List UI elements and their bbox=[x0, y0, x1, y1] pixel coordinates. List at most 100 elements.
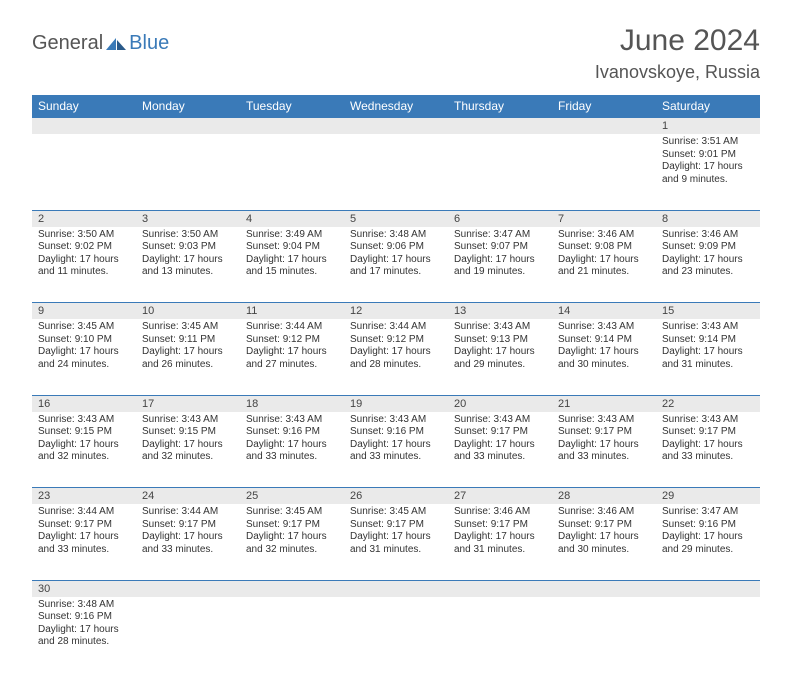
sunrise-text: Sunrise: 3:47 AM bbox=[662, 506, 754, 519]
daylight-text: Daylight: 17 hours and 15 minutes. bbox=[246, 254, 338, 279]
daylight-text: Daylight: 17 hours and 30 minutes. bbox=[558, 346, 650, 371]
day-number-cell: 30 bbox=[32, 580, 136, 597]
day-content-cell bbox=[136, 134, 240, 210]
day-number-cell: 19 bbox=[344, 395, 448, 412]
sunset-text: Sunset: 9:12 PM bbox=[350, 334, 442, 347]
day-number-cell: 9 bbox=[32, 303, 136, 320]
day-number-cell: 4 bbox=[240, 210, 344, 227]
sunrise-text: Sunrise: 3:50 AM bbox=[38, 229, 130, 242]
day-number-cell: 6 bbox=[448, 210, 552, 227]
day-number-cell: 12 bbox=[344, 303, 448, 320]
daylight-text: Daylight: 17 hours and 24 minutes. bbox=[38, 346, 130, 371]
sunset-text: Sunset: 9:07 PM bbox=[454, 241, 546, 254]
daylight-text: Daylight: 17 hours and 28 minutes. bbox=[350, 346, 442, 371]
day-number-cell: 29 bbox=[656, 488, 760, 505]
sunrise-text: Sunrise: 3:49 AM bbox=[246, 229, 338, 242]
day-number-cell: 22 bbox=[656, 395, 760, 412]
day-content-cell: Sunrise: 3:43 AMSunset: 9:15 PMDaylight:… bbox=[136, 412, 240, 488]
sunrise-text: Sunrise: 3:46 AM bbox=[558, 506, 650, 519]
day-content-row: Sunrise: 3:48 AMSunset: 9:16 PMDaylight:… bbox=[32, 597, 760, 673]
sunrise-text: Sunrise: 3:43 AM bbox=[454, 321, 546, 334]
daylight-text: Daylight: 17 hours and 30 minutes. bbox=[558, 531, 650, 556]
sunset-text: Sunset: 9:16 PM bbox=[662, 519, 754, 532]
logo-text-blue: Blue bbox=[129, 32, 169, 55]
sunrise-text: Sunrise: 3:44 AM bbox=[38, 506, 130, 519]
sunset-text: Sunset: 9:17 PM bbox=[558, 519, 650, 532]
day-content-cell: Sunrise: 3:47 AMSunset: 9:07 PMDaylight:… bbox=[448, 227, 552, 303]
sunset-text: Sunset: 9:15 PM bbox=[38, 426, 130, 439]
sunset-text: Sunset: 9:11 PM bbox=[142, 334, 234, 347]
day-content-cell: Sunrise: 3:49 AMSunset: 9:04 PMDaylight:… bbox=[240, 227, 344, 303]
day-content-cell: Sunrise: 3:43 AMSunset: 9:17 PMDaylight:… bbox=[656, 412, 760, 488]
day-number-cell bbox=[448, 580, 552, 597]
daylight-text: Daylight: 17 hours and 33 minutes. bbox=[38, 531, 130, 556]
daylight-text: Daylight: 17 hours and 33 minutes. bbox=[662, 439, 754, 464]
sunrise-text: Sunrise: 3:46 AM bbox=[558, 229, 650, 242]
day-number-cell bbox=[552, 580, 656, 597]
day-number-cell: 1 bbox=[656, 118, 760, 135]
daylight-text: Daylight: 17 hours and 21 minutes. bbox=[558, 254, 650, 279]
daylight-text: Daylight: 17 hours and 33 minutes. bbox=[558, 439, 650, 464]
sunrise-text: Sunrise: 3:43 AM bbox=[558, 321, 650, 334]
daylight-text: Daylight: 17 hours and 17 minutes. bbox=[350, 254, 442, 279]
day-header: Saturday bbox=[656, 95, 760, 118]
day-content-cell: Sunrise: 3:43 AMSunset: 9:16 PMDaylight:… bbox=[344, 412, 448, 488]
sunrise-text: Sunrise: 3:45 AM bbox=[38, 321, 130, 334]
day-number-cell: 3 bbox=[136, 210, 240, 227]
sunset-text: Sunset: 9:03 PM bbox=[142, 241, 234, 254]
day-number-cell: 26 bbox=[344, 488, 448, 505]
sunrise-text: Sunrise: 3:45 AM bbox=[350, 506, 442, 519]
sunrise-text: Sunrise: 3:45 AM bbox=[246, 506, 338, 519]
day-number-cell: 28 bbox=[552, 488, 656, 505]
sunrise-text: Sunrise: 3:47 AM bbox=[454, 229, 546, 242]
sunset-text: Sunset: 9:02 PM bbox=[38, 241, 130, 254]
day-number-cell: 14 bbox=[552, 303, 656, 320]
day-content-cell: Sunrise: 3:48 AMSunset: 9:16 PMDaylight:… bbox=[32, 597, 136, 673]
day-content-cell bbox=[240, 134, 344, 210]
day-content-cell: Sunrise: 3:44 AMSunset: 9:17 PMDaylight:… bbox=[32, 504, 136, 580]
day-number-row: 23242526272829 bbox=[32, 488, 760, 505]
daylight-text: Daylight: 17 hours and 11 minutes. bbox=[38, 254, 130, 279]
daylight-text: Daylight: 17 hours and 31 minutes. bbox=[350, 531, 442, 556]
day-number-cell bbox=[32, 118, 136, 135]
daylight-text: Daylight: 17 hours and 28 minutes. bbox=[38, 624, 130, 649]
sunrise-text: Sunrise: 3:43 AM bbox=[454, 414, 546, 427]
sunset-text: Sunset: 9:08 PM bbox=[558, 241, 650, 254]
day-content-row: Sunrise: 3:50 AMSunset: 9:02 PMDaylight:… bbox=[32, 227, 760, 303]
sunrise-text: Sunrise: 3:43 AM bbox=[350, 414, 442, 427]
day-number-cell: 16 bbox=[32, 395, 136, 412]
sunset-text: Sunset: 9:13 PM bbox=[454, 334, 546, 347]
daylight-text: Daylight: 17 hours and 33 minutes. bbox=[142, 531, 234, 556]
day-number-cell: 20 bbox=[448, 395, 552, 412]
day-number-cell bbox=[448, 118, 552, 135]
day-number-cell bbox=[136, 580, 240, 597]
day-header: Monday bbox=[136, 95, 240, 118]
sail-icon bbox=[105, 37, 127, 51]
day-number-row: 1 bbox=[32, 118, 760, 135]
sunrise-text: Sunrise: 3:50 AM bbox=[142, 229, 234, 242]
daylight-text: Daylight: 17 hours and 31 minutes. bbox=[454, 531, 546, 556]
day-header: Thursday bbox=[448, 95, 552, 118]
sunset-text: Sunset: 9:17 PM bbox=[558, 426, 650, 439]
day-number-row: 2345678 bbox=[32, 210, 760, 227]
daylight-text: Daylight: 17 hours and 33 minutes. bbox=[350, 439, 442, 464]
day-number-cell bbox=[240, 118, 344, 135]
day-number-cell: 25 bbox=[240, 488, 344, 505]
day-number-cell: 13 bbox=[448, 303, 552, 320]
day-content-cell: Sunrise: 3:46 AMSunset: 9:08 PMDaylight:… bbox=[552, 227, 656, 303]
day-number-row: 30 bbox=[32, 580, 760, 597]
day-content-cell: Sunrise: 3:43 AMSunset: 9:15 PMDaylight:… bbox=[32, 412, 136, 488]
sunset-text: Sunset: 9:14 PM bbox=[662, 334, 754, 347]
sunset-text: Sunset: 9:17 PM bbox=[662, 426, 754, 439]
day-number-cell: 15 bbox=[656, 303, 760, 320]
sunset-text: Sunset: 9:16 PM bbox=[350, 426, 442, 439]
sunset-text: Sunset: 9:12 PM bbox=[246, 334, 338, 347]
sunset-text: Sunset: 9:17 PM bbox=[350, 519, 442, 532]
sunrise-text: Sunrise: 3:51 AM bbox=[662, 136, 754, 149]
day-content-cell bbox=[344, 597, 448, 673]
logo-text-general: General bbox=[32, 32, 103, 55]
day-number-cell: 2 bbox=[32, 210, 136, 227]
sunrise-text: Sunrise: 3:43 AM bbox=[38, 414, 130, 427]
day-header: Friday bbox=[552, 95, 656, 118]
day-content-cell: Sunrise: 3:43 AMSunset: 9:13 PMDaylight:… bbox=[448, 319, 552, 395]
